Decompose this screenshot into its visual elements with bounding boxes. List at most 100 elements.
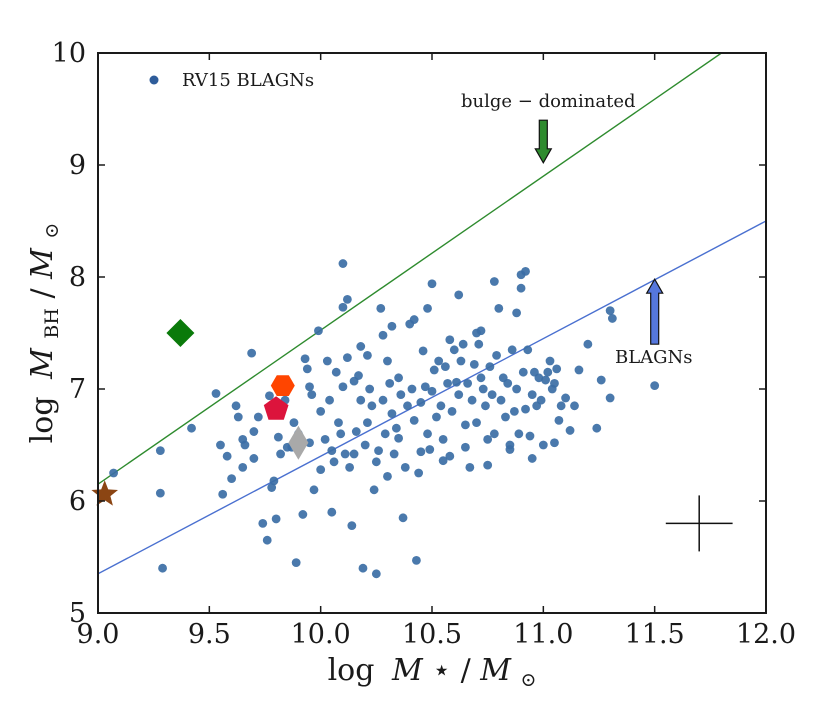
- data-point: [492, 351, 501, 360]
- data-point: [376, 303, 386, 313]
- data-point: [476, 326, 486, 336]
- x-tick-label: 11.5: [625, 619, 685, 650]
- data-point: [363, 351, 372, 360]
- data-point: [432, 412, 441, 422]
- data-point: [443, 379, 452, 388]
- data-point: [403, 401, 412, 411]
- data-point: [494, 303, 504, 313]
- data-point: [302, 364, 312, 374]
- data-point: [378, 395, 388, 405]
- diamond-marker: [166, 319, 195, 347]
- data-point: [396, 390, 406, 399]
- data-point: [501, 412, 510, 422]
- data-point: [369, 485, 379, 495]
- data-point: [556, 401, 566, 411]
- data-point: [496, 395, 506, 405]
- data-point: [461, 420, 470, 430]
- data-point: [463, 379, 473, 388]
- data-point: [469, 359, 479, 369]
- data-point: [238, 463, 248, 472]
- data-point: [605, 306, 615, 315]
- x-tick-label: 9.5: [188, 619, 231, 650]
- data-point: [552, 364, 562, 374]
- data-point: [416, 398, 426, 407]
- data-point: [354, 371, 363, 380]
- data-point: [356, 342, 366, 351]
- data-point: [363, 418, 372, 427]
- data-point: [523, 345, 533, 355]
- data-point: [487, 390, 497, 399]
- data-point: [512, 308, 522, 318]
- y-tick-label: 6: [69, 486, 86, 517]
- data-point: [291, 558, 301, 567]
- data-point: [227, 474, 237, 483]
- data-point: [347, 521, 357, 531]
- data-point: [505, 445, 515, 454]
- data-point: [371, 457, 381, 467]
- x-tick-label: 10.0: [291, 619, 351, 650]
- data-point: [570, 401, 579, 411]
- x-tick-label: 12.0: [736, 619, 796, 650]
- y-tick-label: 7: [69, 374, 86, 405]
- annotation-blagns: BLAGNs: [615, 347, 693, 368]
- data-point: [249, 427, 259, 436]
- data-point: [385, 379, 395, 388]
- data-point: [316, 465, 326, 475]
- data-point: [360, 440, 370, 450]
- arrow-bulge-dominated: [534, 119, 553, 165]
- data-point: [521, 404, 530, 414]
- data-point: [391, 423, 401, 433]
- data-point: [398, 513, 408, 523]
- data-point: [467, 395, 477, 405]
- data-point: [155, 446, 165, 455]
- data-point: [267, 483, 277, 492]
- data-point: [387, 321, 397, 331]
- data-point: [282, 442, 292, 452]
- data-point: [454, 290, 464, 300]
- data-point: [445, 451, 455, 461]
- data-point: [231, 401, 241, 411]
- data-point: [554, 415, 564, 425]
- data-point: [438, 456, 448, 466]
- data-point: [427, 279, 437, 289]
- data-point: [596, 375, 606, 385]
- data-point: [503, 379, 513, 388]
- data-point: [434, 356, 444, 366]
- data-point: [458, 339, 468, 349]
- data-point: [265, 391, 274, 401]
- data-point: [158, 563, 167, 573]
- data-point: [536, 395, 546, 405]
- data-point: [474, 339, 484, 349]
- y-tick-label: 10: [52, 38, 86, 69]
- data-point: [518, 367, 528, 377]
- data-point: [262, 535, 272, 545]
- data-point: [605, 393, 615, 403]
- data-point: [155, 488, 165, 498]
- data-point: [383, 471, 392, 481]
- data-point: [289, 418, 299, 427]
- data-point: [561, 393, 570, 403]
- data-point: [325, 395, 334, 405]
- data-point: [365, 384, 375, 394]
- data-point: [342, 353, 352, 363]
- data-point: [429, 365, 439, 375]
- data-point: [327, 507, 337, 517]
- data-point: [273, 432, 283, 442]
- data-point: [316, 407, 326, 416]
- data-point: [423, 429, 432, 439]
- data-point: [387, 409, 397, 419]
- data-point: [358, 563, 368, 573]
- data-point: [472, 418, 481, 427]
- data-point: [543, 367, 553, 377]
- relation-line-bulge-dominated: [98, 53, 722, 485]
- data-point: [452, 377, 461, 387]
- data-point: [389, 449, 399, 459]
- data-point: [416, 447, 426, 457]
- data-point: [427, 386, 437, 396]
- legend-marker: [149, 75, 159, 85]
- data-point: [545, 356, 555, 366]
- data-point: [351, 427, 361, 436]
- data-point: [374, 446, 383, 455]
- data-point: [271, 514, 281, 524]
